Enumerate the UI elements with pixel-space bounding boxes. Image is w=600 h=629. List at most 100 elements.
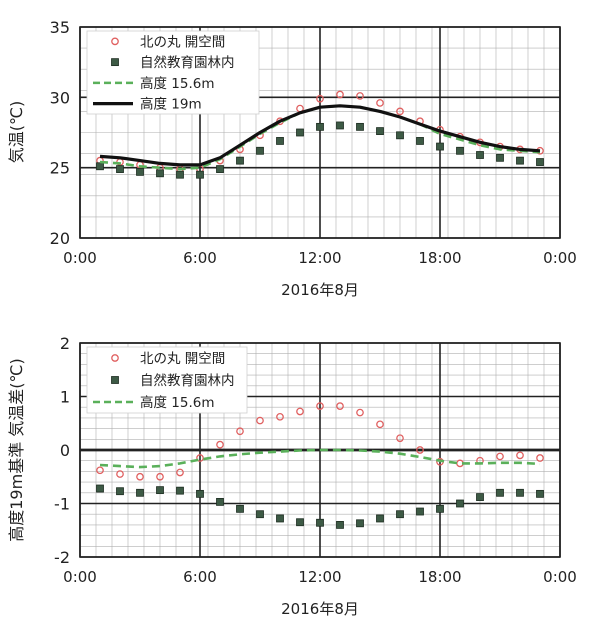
data-point [436,504,444,513]
data-point [316,518,324,527]
data-point [396,510,404,519]
y-tick-label: 2 [60,334,70,353]
data-point [356,408,364,417]
y-tick-label: 1 [60,388,70,407]
data-point [276,514,284,523]
data-point [336,121,344,130]
data-point [96,466,104,475]
legend-label: 高度 15.6m [140,75,215,92]
data-point [396,131,404,140]
x-tick-label: 0:00 [63,249,97,267]
data-point [456,146,464,155]
x-axis-label: 2016年8月 [281,281,359,299]
data-point [176,486,184,495]
series-1 [96,121,544,179]
x-tick-label: 0:00 [543,568,577,586]
series-line [99,104,541,167]
x-axis-label: 2016年8月 [281,600,359,618]
y-tick-label: -2 [54,548,70,567]
data-point [256,416,264,425]
data-point [116,165,124,173]
data-point [416,507,424,516]
plot-border [79,26,561,239]
data-point [496,153,504,162]
legend-label: 高度 19m [140,96,202,113]
data-point [156,472,164,481]
data-point [456,499,464,508]
data-point [96,484,104,493]
y-tick-label: 0 [60,441,70,460]
data-point [296,128,304,137]
x-tick-label: 6:00 [183,249,217,267]
data-point [296,518,304,527]
data-point [196,489,204,498]
data-point [516,451,524,460]
data-point [136,488,144,497]
data-point [256,510,264,519]
y-tick-label: 25 [50,159,70,178]
x-tick-label: 18:00 [418,568,461,586]
y-tick-label: 30 [50,88,70,107]
x-tick-label: 12:00 [298,568,341,586]
x-tick-label: 18:00 [418,249,461,267]
data-point [256,146,264,155]
chart-1-temperature: 0:00 6:00 12:00 18:00 0:00202530352016年8月気温(… [7,18,577,299]
data-point [416,137,424,145]
series-3 [99,104,541,167]
data-point [376,420,384,429]
series-2 [99,448,541,469]
data-point [416,446,424,454]
data-point [496,488,504,497]
data-point [436,142,444,151]
data-point [276,137,284,145]
data-point [516,488,524,497]
y-tick-label: -1 [54,495,70,514]
data-point [156,169,164,178]
data-point [236,427,244,436]
data-point [536,454,544,462]
data-point [336,521,344,529]
data-point [476,151,484,159]
data-point [396,107,404,116]
data-point [336,90,344,99]
data-point [336,402,344,410]
data-point [376,99,384,107]
data-point [316,122,324,131]
data-point [356,519,364,528]
legend-label: 北の丸 開空間 [140,34,225,50]
x-tick-label: 6:00 [183,568,217,586]
legend-marker-square [111,58,119,67]
legend-label: 自然教育園林内 [140,372,235,389]
y-axis-label: 気温(℃) [7,101,26,163]
legend-label: 高度 15.6m [140,394,215,411]
data-point [216,497,224,506]
data-point [116,487,124,496]
data-point [136,472,144,481]
data-point [156,486,164,495]
legend-marker-circle [111,354,119,362]
data-point [236,156,244,165]
data-point [176,468,184,477]
data-point [316,402,324,410]
data-point [216,165,224,173]
data-point [276,412,284,421]
x-tick-label: 12:00 [298,249,341,267]
data-point [176,170,184,179]
x-tick-label: 0:00 [543,249,577,267]
legend-marker-circle [111,37,119,46]
y-tick-label: 20 [50,229,70,248]
data-point [356,122,364,131]
data-point [476,493,484,501]
legend-label: 自然教育園林内 [140,54,235,71]
data-point [376,514,384,523]
data-point [236,504,244,513]
chart-2-temperature-difference: 0:00 6:00 12:00 18:00 0:00-2-10122016年8月高度19… [7,334,577,618]
data-point [396,434,404,443]
series-line [99,448,541,469]
series-0 [96,402,544,481]
data-point [196,170,204,179]
data-point [316,94,324,103]
